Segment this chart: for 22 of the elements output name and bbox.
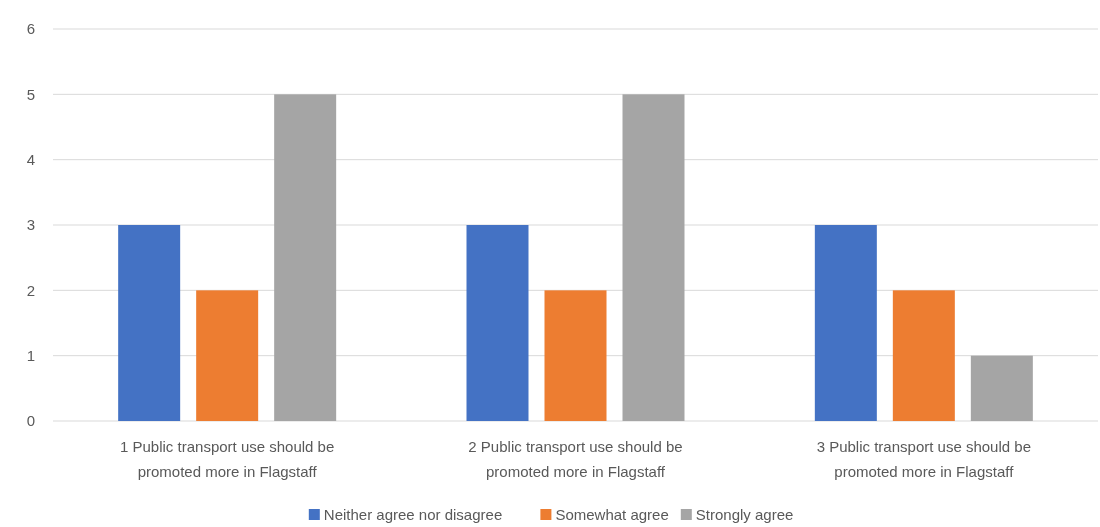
y-tick-label: 6 [26,20,36,38]
bar [814,225,877,421]
bar [466,225,529,421]
bar [274,94,337,421]
bar [622,94,685,421]
y-tick-label: 3 [26,216,36,234]
x-tick-label: 1 Public transport use should be promoted more in Flagstaff [120,438,335,480]
legend-label: Strongly agree [695,505,794,523]
y-tick-label: 2 [26,281,36,299]
legend-label: Somewhat agree [555,505,669,523]
y-tick-label: 5 [26,85,36,103]
legend-label: Neither agree nor disagree [323,505,503,523]
y-tick-label: 0 [26,412,36,430]
bar [196,290,259,421]
bar [544,290,607,421]
bar [970,355,1033,421]
x-tick-label: 3 Public transport use should be promoted more in Flagstaff [816,438,1031,480]
bar [118,225,181,421]
y-tick-label: 4 [26,150,36,168]
x-tick-label: 2 Public transport use should be promoted more in Flagstaff [468,438,683,480]
bar [892,290,955,421]
y-tick-label: 1 [26,346,36,364]
